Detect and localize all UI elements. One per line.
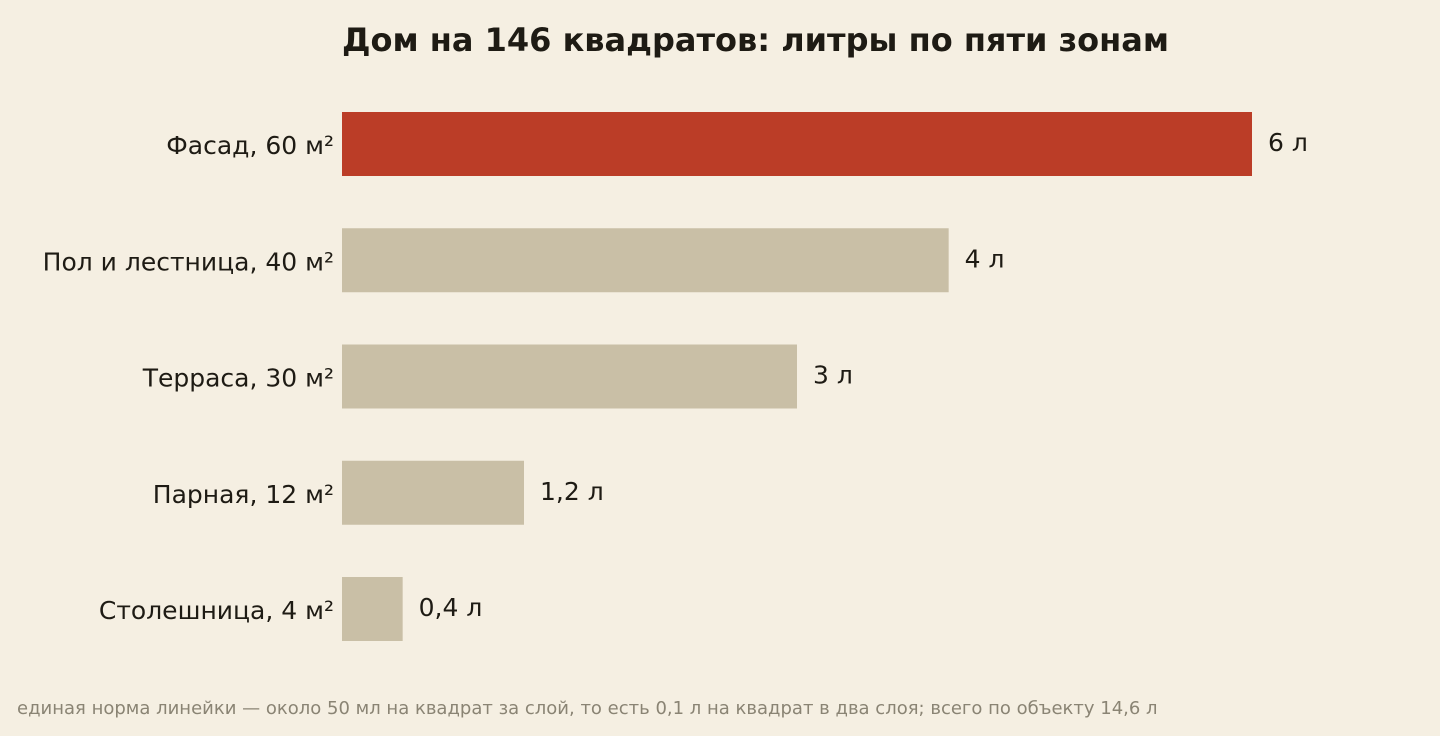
category-label: Фасад, 60 м²	[166, 131, 334, 160]
bar-group: Фасад, 60 м² 6 л	[166, 112, 1308, 176]
chart-footnote: единая норма линейки — около 50 мл на кв…	[17, 698, 1158, 719]
value-label: 4 л	[965, 244, 1005, 273]
category-label: Столешница, 4 м²	[99, 596, 334, 625]
bar	[342, 577, 403, 641]
category-label: Пол и лестница, 40 м²	[43, 247, 334, 276]
category-label: Парная, 12 м²	[153, 480, 334, 509]
bar-group: Столешница, 4 м² 0,4 л	[99, 577, 482, 641]
bars-layer: Фасад, 60 м² 6 л Пол и лестница, 40 м² 4 л Т…	[43, 112, 1308, 641]
value-label: 1,2 л	[540, 477, 604, 506]
bar-group: Парная, 12 м² 1,2 л	[153, 460, 604, 525]
bar	[342, 460, 524, 525]
value-label: 0,4 л	[419, 593, 483, 622]
bar	[342, 112, 1252, 176]
category-label: Терраса, 30 м²	[142, 364, 334, 393]
chart-title: Дом на 146 квадратов: литры по пяти зона…	[342, 21, 1169, 59]
value-label: 6 л	[1268, 128, 1308, 157]
bar	[342, 228, 949, 293]
bar	[342, 344, 797, 409]
bar-group: Терраса, 30 м² 3 л	[142, 344, 853, 409]
value-label: 3 л	[813, 361, 853, 390]
bar-group: Пол и лестница, 40 м² 4 л	[43, 228, 1005, 293]
